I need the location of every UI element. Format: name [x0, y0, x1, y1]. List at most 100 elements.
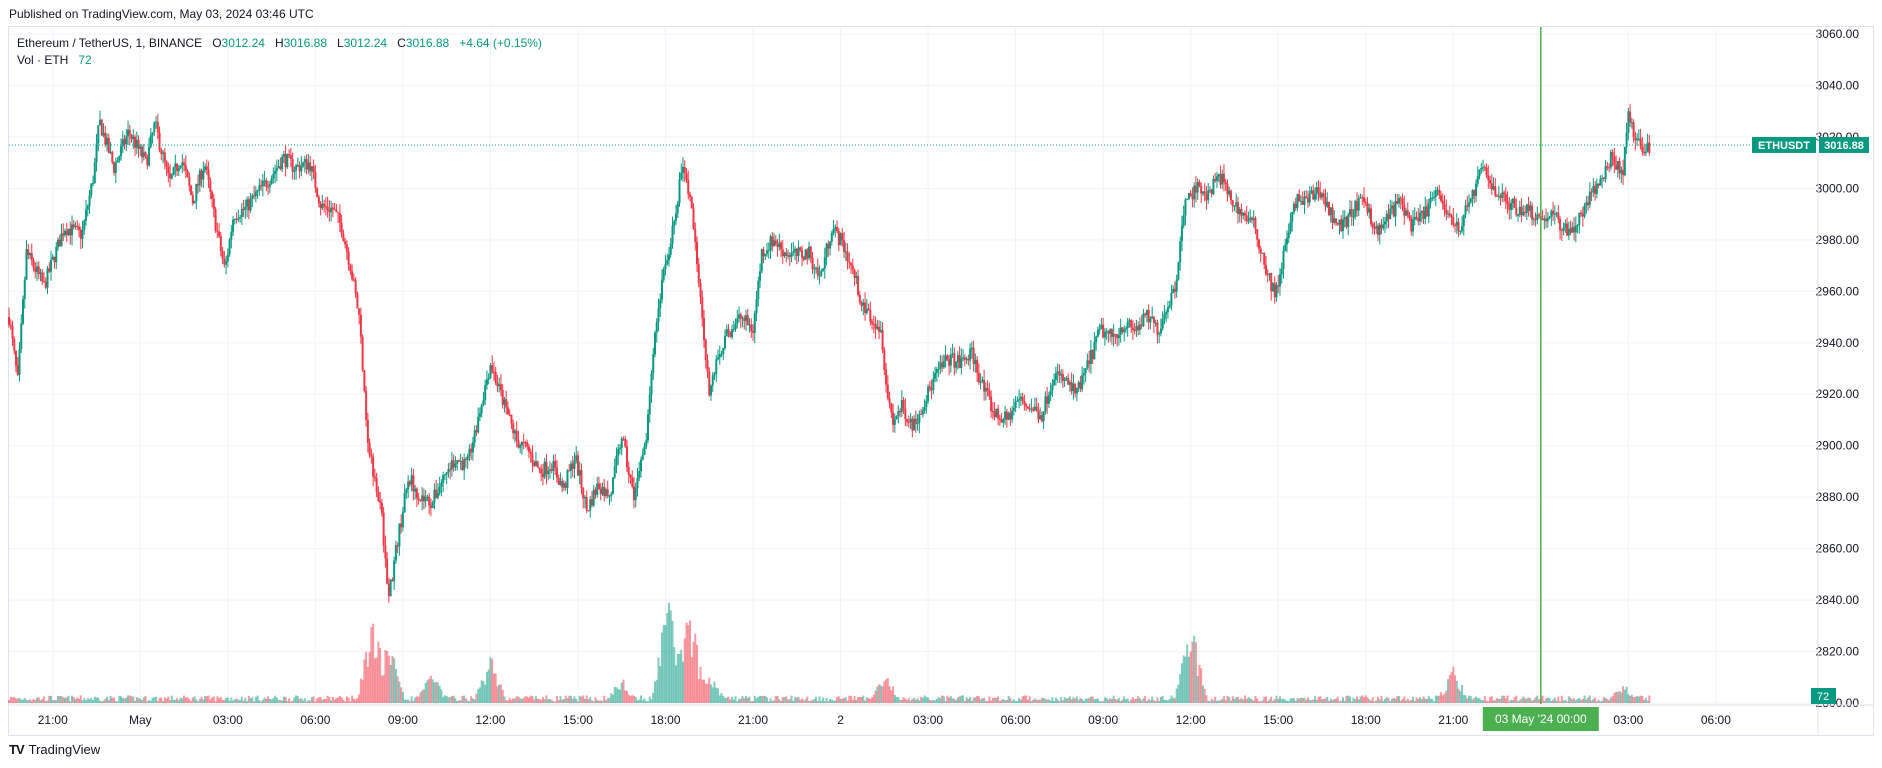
- volume-bar: [643, 698, 646, 703]
- legend-volume-label[interactable]: Vol · ETH: [17, 53, 69, 67]
- candle-body: [251, 195, 254, 199]
- volume-bar: [890, 690, 893, 703]
- volume-bar: [1121, 699, 1124, 703]
- volume-bar: [603, 695, 606, 703]
- candle-body: [526, 442, 529, 447]
- volume-bar: [1515, 695, 1518, 703]
- candle-body: [655, 322, 658, 333]
- volume-bar: [330, 700, 333, 703]
- volume-bar: [1261, 700, 1264, 703]
- candle-body: [865, 308, 868, 314]
- volume-bar: [489, 657, 492, 703]
- volume-bar: [1574, 700, 1577, 703]
- candle-body: [421, 495, 424, 501]
- volume-bar: [580, 696, 583, 703]
- legend-low-label: L: [337, 36, 344, 50]
- candle-body: [1355, 201, 1358, 211]
- candle-body: [844, 251, 847, 253]
- candle-body: [81, 229, 84, 239]
- volume-bar: [559, 696, 562, 703]
- volume-bar: [1224, 700, 1227, 703]
- volume-bar: [956, 697, 959, 703]
- volume-bar: [1037, 699, 1040, 703]
- candle-body: [1646, 142, 1649, 152]
- volume-bar: [729, 699, 732, 703]
- volume-bar: [1334, 698, 1337, 703]
- candle-body: [1226, 184, 1229, 195]
- volume-bar: [1401, 699, 1404, 703]
- candle-body: [1117, 334, 1120, 339]
- candle-body: [1191, 196, 1194, 200]
- volume-bar: [1287, 701, 1290, 703]
- candle-body: [1629, 111, 1632, 123]
- volume-bar: [592, 701, 595, 703]
- volume-bar: [662, 624, 665, 703]
- legend-symbol[interactable]: Ethereum / TetherUS, 1, BINANCE: [17, 36, 203, 50]
- candle-body: [1504, 194, 1507, 201]
- volume-bar: [1264, 696, 1267, 703]
- candle-body: [1016, 400, 1019, 402]
- volume-bar: [188, 699, 191, 703]
- volume-bar: [1419, 697, 1422, 703]
- volume-bar: [368, 652, 371, 703]
- volume-bar: [393, 658, 396, 703]
- candle-body: [349, 264, 352, 272]
- volume-bar: [1541, 695, 1544, 703]
- volume-bar: [1312, 699, 1315, 703]
- volume-bar: [1100, 701, 1103, 703]
- candle-body: [1193, 185, 1196, 200]
- volume-bar: [293, 697, 296, 703]
- candle-body: [1604, 166, 1607, 179]
- candle-body: [1058, 371, 1061, 376]
- volume-bar: [1508, 701, 1511, 703]
- volume-bar: [1159, 696, 1162, 703]
- volume-bar: [639, 695, 642, 703]
- candle-body: [1324, 197, 1327, 207]
- chart-frame[interactable]: [8, 26, 1874, 736]
- candle-body: [233, 218, 236, 220]
- candle-body: [984, 387, 987, 392]
- candle-body: [1187, 193, 1190, 199]
- volume-bar: [226, 697, 229, 703]
- volume-bar: [1039, 699, 1042, 703]
- candle-body: [163, 152, 166, 162]
- candle-body: [825, 243, 828, 258]
- candle-body: [398, 523, 401, 547]
- candle-body: [638, 471, 641, 478]
- volume-bar: [1392, 698, 1395, 703]
- volume-bar: [993, 697, 996, 703]
- candle-body: [1636, 139, 1639, 141]
- volume-bar: [1273, 699, 1276, 703]
- candle-body: [1373, 227, 1376, 229]
- candle-body: [92, 183, 95, 185]
- volume-bar: [809, 700, 812, 703]
- candle-body: [363, 370, 366, 392]
- volume-bar: [1387, 698, 1390, 703]
- candle-body: [1152, 316, 1155, 323]
- volume-bar: [1245, 698, 1248, 703]
- volume-bar: [412, 700, 415, 703]
- candle-body: [454, 463, 457, 468]
- candle-body: [1545, 218, 1548, 222]
- candle-body: [1256, 229, 1259, 240]
- candle-body: [1161, 319, 1164, 329]
- candle-body: [501, 390, 504, 405]
- volume-bar: [1124, 699, 1127, 703]
- candle-body: [1306, 197, 1309, 203]
- volume-bar: [981, 698, 984, 703]
- candle-body: [76, 225, 79, 227]
- candle-body: [235, 218, 238, 220]
- volume-bar: [1170, 695, 1173, 703]
- tradingview-footer[interactable]: TV TradingView: [9, 742, 100, 757]
- candle-body: [1004, 411, 1007, 420]
- candle-body: [1464, 205, 1467, 215]
- volume-bar: [991, 697, 994, 703]
- candle-body: [1494, 186, 1497, 196]
- volume-bar: [424, 683, 427, 703]
- volume-bar: [1102, 701, 1105, 703]
- candle-body: [1520, 206, 1523, 216]
- candle-body: [892, 412, 895, 425]
- volume-bar: [1107, 699, 1110, 703]
- candle-body: [361, 336, 364, 371]
